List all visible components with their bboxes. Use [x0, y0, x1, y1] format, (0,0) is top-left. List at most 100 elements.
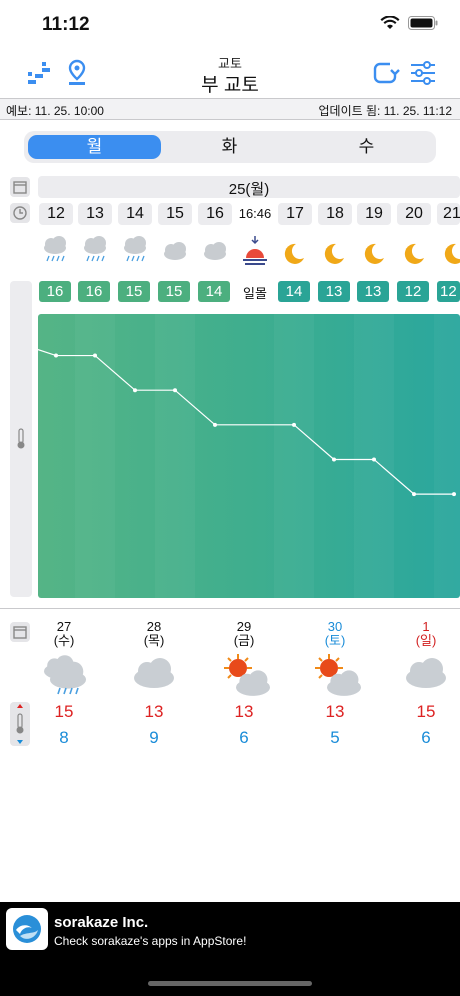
hi-lo-thermometer-icon: [10, 702, 30, 746]
sunset-icon: [243, 236, 267, 265]
daily-low: 6: [421, 728, 431, 747]
hourly-temp: 13: [318, 281, 350, 302]
status-icons: [380, 16, 438, 30]
cloud-icon: [164, 242, 186, 260]
temperature-point: [452, 492, 456, 497]
hour-cell: 13: [78, 203, 112, 225]
thermometer-column: [10, 281, 32, 597]
daily-date: 27 (수): [53, 619, 75, 648]
sunset-label: 일몰: [243, 286, 267, 301]
chart-column-band: [155, 314, 195, 598]
daily-low: 8: [59, 728, 69, 747]
rain-cloud-icon: [44, 655, 86, 695]
cloud-icon: [204, 242, 226, 260]
date-label: 25(월): [228, 181, 270, 198]
temperature-point: [292, 422, 296, 427]
temperature-point: [133, 388, 137, 393]
hourly-temp: 15: [118, 281, 150, 302]
refresh-icon[interactable]: [370, 58, 400, 88]
hourly-icons: [0, 232, 460, 265]
moon-star-icon: [444, 243, 460, 264]
sorakaze-logo-icon: [6, 908, 48, 950]
daily-high: 13: [144, 702, 164, 721]
hourly-temp: 14: [198, 281, 230, 302]
hour-cell: 21: [437, 203, 460, 225]
daily-date-saturday: 30 (토): [324, 619, 346, 648]
location-pin-icon[interactable]: [62, 58, 92, 88]
hour-cell: 17: [278, 203, 312, 225]
chart-column-band: [274, 314, 314, 598]
hourly-temp: 16: [78, 281, 110, 302]
moon-star-icon: [404, 243, 424, 264]
temperature-point: [412, 492, 416, 497]
rain-cloud-icon: [44, 236, 66, 261]
sunset-time: 16:46: [238, 206, 272, 221]
day-segmented-control: 월 화 수: [24, 131, 436, 163]
hour-cell: 18: [318, 203, 352, 225]
date-strip: 25(월): [38, 176, 460, 198]
rain-cloud-icon: [124, 236, 146, 261]
hourly-temp: 16: [39, 281, 71, 302]
tab-tuesday[interactable]: 화: [221, 137, 238, 156]
sun-cloud-icon: [224, 654, 270, 696]
daily-date: 29 (금): [233, 619, 255, 648]
hourly-temp: 12: [397, 281, 429, 302]
cloud-icon: [406, 658, 446, 688]
daily-high: 15: [54, 702, 74, 721]
hour-cell: 12: [39, 203, 73, 225]
chart-column-band: [354, 314, 394, 598]
calendar-icon: [10, 177, 30, 197]
tab-monday[interactable]: 월: [28, 135, 161, 159]
divider: [0, 608, 460, 609]
rain-cloud-icon: [84, 236, 106, 261]
info-bar: 예보: 11. 25. 10:00 업데이트 됨: 11. 25. 11:12: [0, 98, 460, 120]
calendar-icon: [10, 622, 30, 642]
temperature-point: [332, 457, 336, 462]
moon-star-icon: [284, 243, 304, 264]
daily-icons: [44, 652, 446, 698]
city-subtitle: 교토: [218, 56, 242, 71]
daily-date-sunday: 1 (일): [415, 619, 437, 648]
hourly-temp: 13: [357, 281, 389, 302]
temperature-chart: [38, 314, 460, 598]
hour-cell: 20: [397, 203, 431, 225]
updated-time: 업데이트 됨: 11. 25. 11:12: [318, 104, 452, 118]
daily-high: 15: [416, 702, 436, 721]
temperature-point: [213, 422, 217, 427]
hour-cell: 19: [357, 203, 391, 225]
hourly-temp: 15: [158, 281, 190, 302]
ad-title[interactable]: sorakaze Inc.: [54, 914, 149, 931]
daily-low: 6: [239, 728, 249, 747]
battery-icon: [408, 16, 438, 30]
daily-high: 13: [234, 702, 254, 721]
home-indicator: [148, 981, 312, 986]
hour-cell: 16: [198, 203, 232, 225]
thermometer-icon: [17, 428, 25, 449]
temperature-point: [173, 388, 177, 393]
daily-date: 28 (목): [143, 619, 165, 648]
daily-low: 9: [149, 728, 159, 747]
chart-column-band: [75, 314, 115, 598]
forecast-time: 예보: 11. 25. 10:00: [6, 104, 104, 118]
wifi-icon: [380, 16, 400, 29]
sun-cloud-icon: [315, 654, 361, 696]
temperature-point: [93, 353, 97, 358]
daily-low: 5: [330, 728, 340, 747]
tab-wednesday[interactable]: 수: [358, 137, 375, 156]
daily-high: 13: [325, 702, 345, 721]
moon-star-icon: [364, 243, 384, 264]
city-title: 부 교토: [201, 75, 259, 96]
ad-banner[interactable]: [0, 902, 460, 996]
clock-icon: [10, 203, 30, 223]
hourly-temp: 14: [278, 281, 310, 302]
status-time: 11:12: [42, 14, 90, 35]
stairs-icon[interactable]: [24, 58, 54, 88]
settings-sliders-icon[interactable]: [408, 58, 438, 88]
temperature-point: [372, 457, 376, 462]
hourly-temp: 12: [437, 281, 460, 302]
hour-cell: 14: [118, 203, 152, 225]
hour-cell: 15: [158, 203, 192, 225]
cloud-icon: [134, 658, 174, 688]
moon-star-icon: [324, 243, 344, 264]
ad-subtitle[interactable]: Check sorakaze's apps in AppStore!: [54, 934, 247, 948]
